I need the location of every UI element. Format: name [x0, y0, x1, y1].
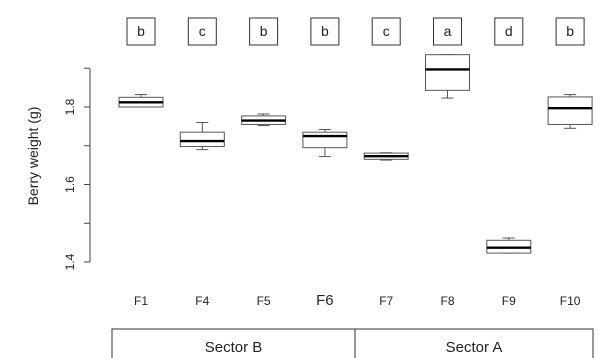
box-iqr [179, 131, 225, 148]
x-axis-labels: F1 F4 F5 F6 F7 F8 F9 F10 [134, 292, 581, 309]
x-tick-label: F9 [502, 294, 516, 308]
box-iqr [547, 96, 593, 125]
sector-groups: Sector B Sector A [111, 328, 594, 358]
x-tick-label: F5 [257, 294, 271, 308]
box-f5 [241, 113, 287, 127]
letter-f8: a [433, 17, 462, 46]
letter-f7: c [371, 17, 401, 46]
letter-box [249, 17, 279, 46]
sector-label: Sector A [446, 339, 503, 356]
x-tick-label: F1 [134, 294, 148, 308]
letter-value: b [137, 23, 145, 39]
x-tick-label: F6 [316, 292, 334, 309]
box-f10 [547, 94, 593, 129]
box-f6 [302, 128, 348, 158]
letter-f4: c [187, 17, 217, 46]
x-tick-label: F8 [440, 294, 454, 308]
letter-f1: b [126, 17, 156, 46]
x-tick-label: F4 [195, 294, 209, 308]
sector-group-1: Sector B [111, 328, 356, 358]
letter-f10: b [555, 17, 585, 46]
box-iqr [302, 131, 348, 149]
letter-box [310, 17, 340, 46]
letter-box [371, 17, 401, 46]
letter-box [433, 17, 462, 46]
y-axis-label: Berry weight (g) [25, 107, 41, 206]
letter-value: b [566, 23, 574, 39]
box-f8 [425, 54, 470, 99]
letter-box [187, 17, 217, 46]
box-f7 [363, 152, 409, 161]
letter-f5: b [249, 17, 279, 46]
y-tick-label: 1.6 [63, 176, 77, 193]
x-tick-label: F7 [379, 294, 393, 308]
box-f1 [118, 94, 164, 108]
box-f9 [486, 237, 532, 254]
letter-value: b [260, 23, 268, 39]
sector-label: Sector B [205, 339, 263, 356]
y-tick-label: 1.8 [63, 98, 77, 115]
y-axis-ticks: 1.4 1.6 1.8 [63, 67, 90, 270]
letter-box [126, 17, 156, 46]
box-series [118, 54, 593, 254]
letter-value: d [505, 23, 513, 39]
letter-f6: b [310, 17, 340, 46]
x-tick-label: F10 [560, 294, 581, 308]
letter-value: c [199, 23, 206, 39]
letter-value: c [383, 23, 390, 39]
sector-frame [354, 328, 594, 358]
sector-group-2: Sector A [354, 328, 594, 358]
y-tick-label: 1.4 [63, 253, 77, 270]
letter-value: a [444, 23, 452, 39]
box-iqr [425, 54, 470, 91]
plot-area [90, 50, 593, 264]
letter-box [494, 17, 524, 46]
letter-box [555, 17, 585, 46]
letter-value: b [321, 23, 329, 39]
box-f4 [179, 122, 225, 151]
letter-f9: d [494, 17, 524, 46]
